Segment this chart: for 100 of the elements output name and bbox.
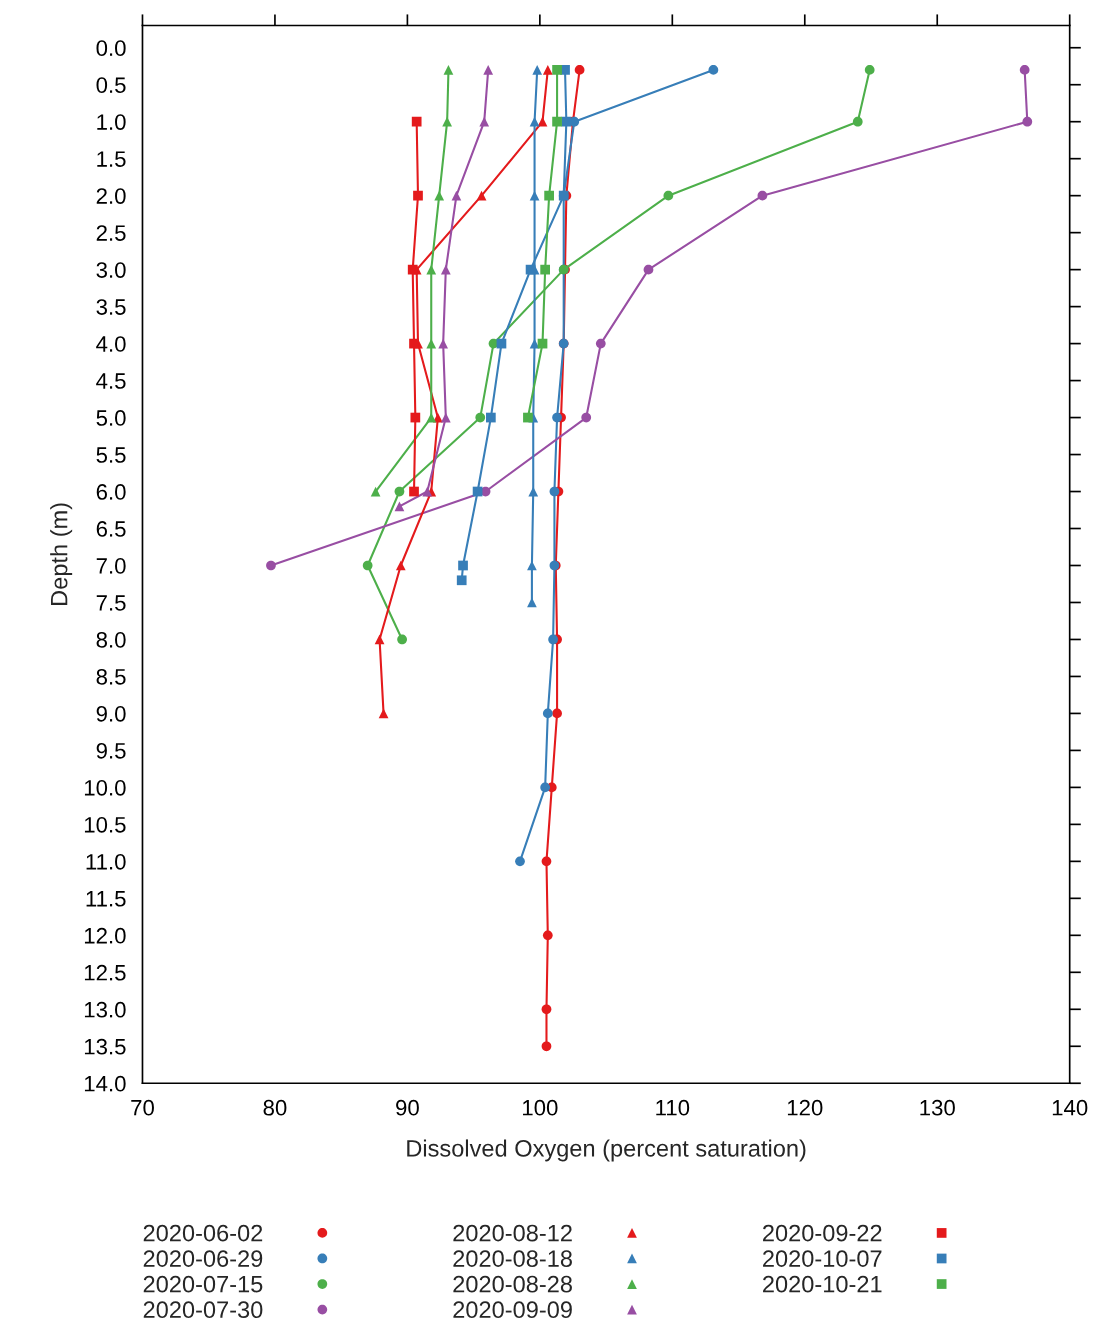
y-tick-label: 5.0 <box>96 410 126 426</box>
x-tick-label: 130 <box>920 1099 955 1116</box>
point <box>411 116 422 127</box>
y-tick-label: 13.5 <box>84 1038 126 1055</box>
legend-label: 2020-06-29 <box>143 1250 263 1267</box>
point <box>395 560 406 571</box>
y-tick-label: 4.5 <box>96 373 126 389</box>
point <box>409 338 419 349</box>
point <box>528 486 539 497</box>
y-tick-label: 1.5 <box>97 151 126 167</box>
legend-label: 2020-09-22 <box>763 1224 882 1242</box>
y-axis-title: Depth (m) <box>50 503 73 605</box>
y-tick-label: 3.5 <box>96 299 126 315</box>
point <box>549 486 560 497</box>
point <box>426 264 437 275</box>
y-tick-label: 0.5 <box>96 77 126 93</box>
y-tick-label: 12.0 <box>84 927 126 944</box>
point <box>409 486 419 497</box>
y-tick-label: 8.5 <box>96 668 126 685</box>
point <box>374 634 385 645</box>
legend-label: 2020-07-15 <box>143 1275 263 1293</box>
point <box>440 264 451 275</box>
y-tick-label: 13.0 <box>84 1001 126 1018</box>
y-tick-label: 9.0 <box>96 705 126 722</box>
point <box>561 116 572 127</box>
point <box>544 190 554 201</box>
y-tick-label: 7.5 <box>96 595 126 611</box>
point <box>552 116 562 127</box>
point <box>1022 116 1033 127</box>
point <box>370 486 381 497</box>
point <box>1019 65 1030 75</box>
point <box>757 190 768 201</box>
point <box>479 116 490 127</box>
point <box>852 116 863 127</box>
y-tick-label: 2.0 <box>96 188 126 204</box>
point <box>595 338 606 349</box>
y-tick-label: 0.0 <box>96 40 126 56</box>
point <box>552 708 562 719</box>
y-tick-label: 1.0 <box>97 114 126 130</box>
point <box>532 65 543 75</box>
point <box>440 412 451 423</box>
point <box>541 1041 552 1052</box>
point <box>456 575 467 586</box>
x-axis-title: Dissolved Oxygen (percent saturation) <box>407 1139 806 1162</box>
legend-label: 2020-07-30 <box>143 1301 263 1319</box>
y-tick-label: 2.5 <box>96 225 126 241</box>
y-tick-label: 8.0 <box>96 632 126 648</box>
y-tick-label: 4.0 <box>96 336 126 352</box>
y-tick-label: 12.5 <box>84 964 126 981</box>
y-tick-label: 14.0 <box>84 1075 126 1092</box>
point <box>443 65 454 75</box>
point <box>552 65 562 75</box>
point <box>407 264 418 275</box>
point <box>548 634 558 645</box>
legend-label: 2020-08-28 <box>453 1275 572 1293</box>
y-tick-label: 6.5 <box>96 521 126 537</box>
x-tick-label: 110 <box>656 1099 690 1116</box>
point <box>442 116 452 127</box>
point <box>475 412 486 423</box>
point <box>663 190 674 201</box>
y-tick-label: 9.5 <box>96 742 126 759</box>
point <box>708 65 719 75</box>
point <box>394 501 405 512</box>
point <box>552 412 562 423</box>
point <box>426 412 437 423</box>
legend-label: 2020-06-02 <box>143 1224 263 1242</box>
point <box>542 65 553 75</box>
legend-label: 2020-10-07 <box>763 1250 882 1267</box>
point <box>864 65 875 75</box>
point <box>378 708 389 719</box>
point <box>541 856 552 867</box>
point <box>581 412 592 423</box>
legend-label: 2020-08-12 <box>453 1224 572 1242</box>
y-tick-label: 11.0 <box>86 853 126 870</box>
point <box>542 930 553 941</box>
legend-label: 2020-09-09 <box>453 1301 572 1319</box>
y-tick-label: 5.5 <box>96 447 126 463</box>
point <box>394 486 405 497</box>
x-tick-label: 120 <box>787 1099 823 1116</box>
y-tick-label: 10.5 <box>84 816 126 833</box>
point <box>426 338 437 349</box>
y-tick-label: 10.0 <box>84 779 126 796</box>
point <box>483 65 494 75</box>
point <box>422 486 433 497</box>
point <box>451 190 462 201</box>
x-tick-label: 140 <box>1052 1099 1088 1116</box>
point <box>476 190 487 201</box>
point <box>523 412 533 423</box>
point <box>541 1004 552 1015</box>
point <box>643 264 654 275</box>
legend-label: 2020-08-18 <box>453 1250 572 1267</box>
y-tick-label: 7.0 <box>96 558 126 574</box>
x-tick-label: 80 <box>263 1099 287 1116</box>
point <box>362 560 373 571</box>
point <box>542 708 553 719</box>
legend-label: 2020-10-21 <box>763 1275 882 1293</box>
point <box>574 65 585 75</box>
x-tick-label: 70 <box>131 1099 154 1116</box>
point <box>540 782 551 793</box>
x-tick-label: 90 <box>396 1099 419 1116</box>
